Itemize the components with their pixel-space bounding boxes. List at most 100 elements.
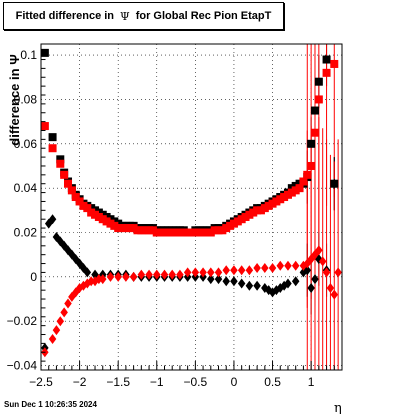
data-point-diamond xyxy=(330,178,339,189)
data-point-diamond xyxy=(253,280,261,291)
data-point-diamond xyxy=(222,265,230,276)
title-suffix: for Global Rec Pion EtapT xyxy=(135,10,272,22)
x-tick-label: 0.5 xyxy=(264,375,281,389)
y-tick-label: −0.02 xyxy=(7,314,38,328)
data-point-diamond xyxy=(95,274,103,285)
data-point-diamond xyxy=(307,254,315,265)
data-point-square xyxy=(56,159,65,168)
data-point-diamond xyxy=(237,278,246,289)
data-point-square xyxy=(48,144,57,153)
y-tick-label: 0.04 xyxy=(14,181,38,195)
data-point-diamond xyxy=(160,269,169,280)
y-tick-label: 0.06 xyxy=(14,137,38,151)
data-point-diamond xyxy=(137,269,146,280)
data-point-square xyxy=(56,155,65,164)
data-point-diamond xyxy=(311,274,319,285)
data-point-square xyxy=(75,197,84,206)
data-point-diamond xyxy=(245,280,254,291)
data-point-diamond xyxy=(230,265,238,276)
x-axis-label: η xyxy=(334,401,342,414)
plot-frame xyxy=(40,43,343,371)
y-tick-label: 0 xyxy=(30,270,37,284)
data-point-square xyxy=(40,48,49,57)
x-tick-label: −2 xyxy=(73,375,87,389)
data-point-square xyxy=(314,95,323,104)
data-point-diamond xyxy=(48,214,57,225)
y-tick-label: 0.1 xyxy=(20,48,37,62)
data-point-square xyxy=(83,204,92,213)
data-point-diamond xyxy=(334,267,342,278)
data-point-diamond xyxy=(56,316,65,327)
data-point-diamond xyxy=(106,271,115,282)
y-axis-label: difference in Ψ xyxy=(7,54,22,145)
data-point-diamond xyxy=(183,267,192,278)
data-point-diamond xyxy=(153,269,161,280)
data-point-square xyxy=(310,128,319,137)
data-point-diamond xyxy=(284,260,292,271)
data-point-diamond xyxy=(326,282,335,293)
title-prefix: Fitted difference in xyxy=(15,10,115,22)
data-point-diamond xyxy=(145,269,153,280)
data-point-diamond xyxy=(98,274,107,285)
data-point-diamond xyxy=(114,271,122,282)
data-point-diamond xyxy=(129,271,138,282)
data-point-square xyxy=(303,170,312,179)
x-tick-label: 1 xyxy=(308,375,315,389)
y-tick-label: −0.04 xyxy=(7,359,38,373)
data-point-square xyxy=(295,184,304,193)
data-point-square xyxy=(48,133,57,142)
data-point-diamond xyxy=(230,276,238,287)
data-point-diamond xyxy=(276,260,285,271)
x-tick-label: −2.5 xyxy=(29,375,53,389)
data-point-square xyxy=(60,170,69,179)
title-psi-symbol: Ψ xyxy=(120,9,130,23)
data-point-square xyxy=(322,55,331,64)
data-point-diamond xyxy=(315,245,323,256)
data-point-diamond xyxy=(48,333,57,344)
x-tick-label: −1 xyxy=(150,375,164,389)
data-point-square xyxy=(307,139,316,148)
data-point-diamond xyxy=(214,267,223,278)
data-point-diamond xyxy=(52,325,61,336)
data-point-square xyxy=(330,59,339,68)
data-point-diamond xyxy=(222,276,230,287)
data-point-diamond xyxy=(87,276,95,287)
data-point-diamond xyxy=(291,260,300,271)
timestamp: Sun Dec 1 10:26:35 2024 xyxy=(4,400,97,409)
data-point-diamond xyxy=(291,276,300,287)
data-point-diamond xyxy=(253,262,261,273)
data-point-square xyxy=(310,106,319,115)
y-tick-label: 0.02 xyxy=(14,226,38,240)
data-point-diamond xyxy=(199,267,207,278)
data-point-diamond xyxy=(245,265,254,276)
data-point-square xyxy=(67,186,76,195)
data-point-diamond xyxy=(322,267,331,278)
data-point-diamond xyxy=(261,262,269,273)
chart-title: Fitted difference in Ψ for Global Rec Pi… xyxy=(3,2,284,30)
data-point-diamond xyxy=(330,289,339,300)
data-point-diamond xyxy=(168,269,176,280)
data-point-diamond xyxy=(284,278,292,289)
data-point-square xyxy=(64,179,73,188)
data-point-diamond xyxy=(318,256,327,267)
data-point-diamond xyxy=(307,282,315,293)
x-tick-label: −0.5 xyxy=(184,375,208,389)
data-point-diamond xyxy=(176,269,184,280)
x-tick-label: 0 xyxy=(231,375,238,389)
y-tick-label: 0.08 xyxy=(14,92,38,106)
data-point-diamond xyxy=(122,271,130,282)
data-point-diamond xyxy=(191,267,200,278)
axes-ticks: −2.5 −2 −1.5 −1 −0.5 0 0.5 1 −0.04 −0.02 0 0.02 0.04… xyxy=(7,48,343,389)
data-point-diamond xyxy=(214,274,223,285)
data-point-diamond xyxy=(268,262,277,273)
data-point-diamond xyxy=(207,267,215,278)
data-point-square xyxy=(299,177,308,186)
data-point-diamond xyxy=(237,265,246,276)
data-point-square xyxy=(40,122,49,131)
data-point-diamond xyxy=(60,307,68,318)
data-point-square xyxy=(314,77,323,86)
data-markers xyxy=(40,48,342,358)
data-point-diamond xyxy=(207,274,215,285)
data-point-diamond xyxy=(64,298,72,309)
